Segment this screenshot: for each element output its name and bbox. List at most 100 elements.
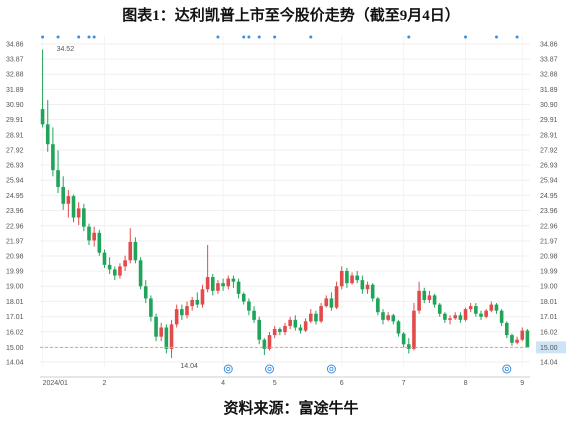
candle-body (422, 290, 427, 300)
y-tick-right: 14.04 (540, 360, 558, 367)
candle (45, 99, 50, 152)
event-marker-dot[interactable] (515, 35, 519, 39)
event-marker-icon[interactable] (223, 364, 233, 374)
candle (468, 303, 473, 313)
candle-body (200, 289, 205, 305)
candle-body (401, 333, 406, 345)
candle (314, 310, 318, 325)
y-tick-left: 16.02 (6, 329, 24, 336)
event-marker-dot[interactable] (494, 35, 498, 39)
candle (494, 303, 499, 314)
candle (210, 274, 215, 296)
x-tick-label: 6 (340, 380, 344, 387)
event-marker-dot[interactable] (92, 35, 96, 39)
event-marker-dot[interactable] (247, 35, 251, 39)
candle-body (138, 260, 143, 287)
candle (133, 237, 138, 264)
candle-body (520, 330, 525, 340)
candle (200, 284, 205, 308)
candle-body (504, 322, 509, 336)
event-marker-dot[interactable] (216, 35, 220, 39)
y-tick-right: 27.92 (540, 148, 558, 155)
y-tick-right: 29.91 (540, 117, 558, 124)
candle-body (458, 315, 463, 320)
candle (406, 338, 411, 354)
event-marker-dot[interactable] (257, 35, 261, 39)
candle (195, 292, 200, 308)
y-tick-left: 20.98 (6, 254, 24, 261)
candle-body (133, 241, 138, 261)
candle (412, 303, 416, 351)
event-marker-dot[interactable] (309, 35, 313, 39)
event-marker-dot[interactable] (77, 35, 81, 39)
y-tick-left: 28.91 (6, 132, 24, 139)
candle-body (355, 275, 360, 281)
candle-body (376, 298, 380, 313)
y-tick-right: 18.01 (540, 299, 558, 306)
candle-body (205, 277, 210, 290)
candle (128, 228, 133, 264)
candle (293, 315, 298, 331)
event-marker-dot[interactable] (273, 35, 277, 39)
y-tick-right: 24.95 (540, 193, 558, 200)
x-tick-label: 5 (273, 380, 277, 387)
candle-body (272, 329, 277, 336)
candle (66, 190, 71, 218)
candle (205, 245, 210, 293)
event-marker-dot[interactable] (41, 35, 45, 39)
candle (102, 249, 107, 268)
x-tick-label: 9 (520, 380, 524, 387)
candle-body (386, 315, 390, 320)
y-tick-left: 19.00 (6, 284, 24, 291)
candle-body (360, 280, 365, 290)
candle (360, 275, 365, 294)
candle-body (149, 298, 153, 317)
event-marker-icon[interactable] (502, 364, 512, 374)
candle (432, 293, 437, 308)
candle-body (525, 330, 530, 348)
y-tick-right: 32.88 (540, 72, 558, 79)
event-marker-dot[interactable] (407, 35, 411, 39)
candle (504, 321, 509, 339)
candle-body (489, 304, 494, 311)
event-marker-dot[interactable] (87, 35, 91, 39)
candle (278, 327, 282, 336)
event-marker-dot[interactable] (242, 35, 246, 39)
event-marker-dot[interactable] (56, 35, 60, 39)
candle (56, 150, 60, 194)
candle-body (247, 301, 251, 311)
candle (149, 295, 153, 322)
candle-body (241, 293, 246, 302)
y-tick-right: 28.91 (540, 132, 558, 139)
event-marker-icon[interactable] (265, 364, 275, 374)
candle-body (159, 327, 164, 337)
y-tick-left: 26.93 (6, 163, 24, 170)
candle-body (252, 310, 256, 320)
y-tick-left: 33.87 (6, 57, 24, 64)
candle-body (216, 283, 220, 291)
candle (396, 319, 401, 337)
candle (107, 257, 112, 275)
y-tick-left: 29.91 (6, 117, 24, 124)
candle (365, 281, 370, 294)
candle-body (257, 319, 262, 340)
candle (401, 332, 406, 348)
candle-body (396, 321, 401, 334)
y-tick-left: 23.96 (6, 208, 24, 215)
candle-body (448, 318, 452, 320)
y-tick-right: 20.98 (540, 254, 558, 261)
candle-body (339, 270, 344, 287)
candle-body (345, 270, 349, 284)
y-tick-left: 19.99 (6, 269, 24, 276)
x-tick-label: 2 (103, 380, 107, 387)
event-marker-icon[interactable] (326, 364, 336, 374)
candle (453, 312, 458, 320)
candle-body (97, 232, 102, 253)
candle (87, 223, 91, 246)
candle-body (499, 310, 504, 323)
event-marker-dot[interactable] (464, 35, 468, 39)
candle (236, 278, 241, 299)
y-axis-ticks: 34.86 34.86 33.87 33.87 32.88 32.88 31.89 31.89… (6, 42, 558, 367)
candle-body (278, 329, 282, 333)
